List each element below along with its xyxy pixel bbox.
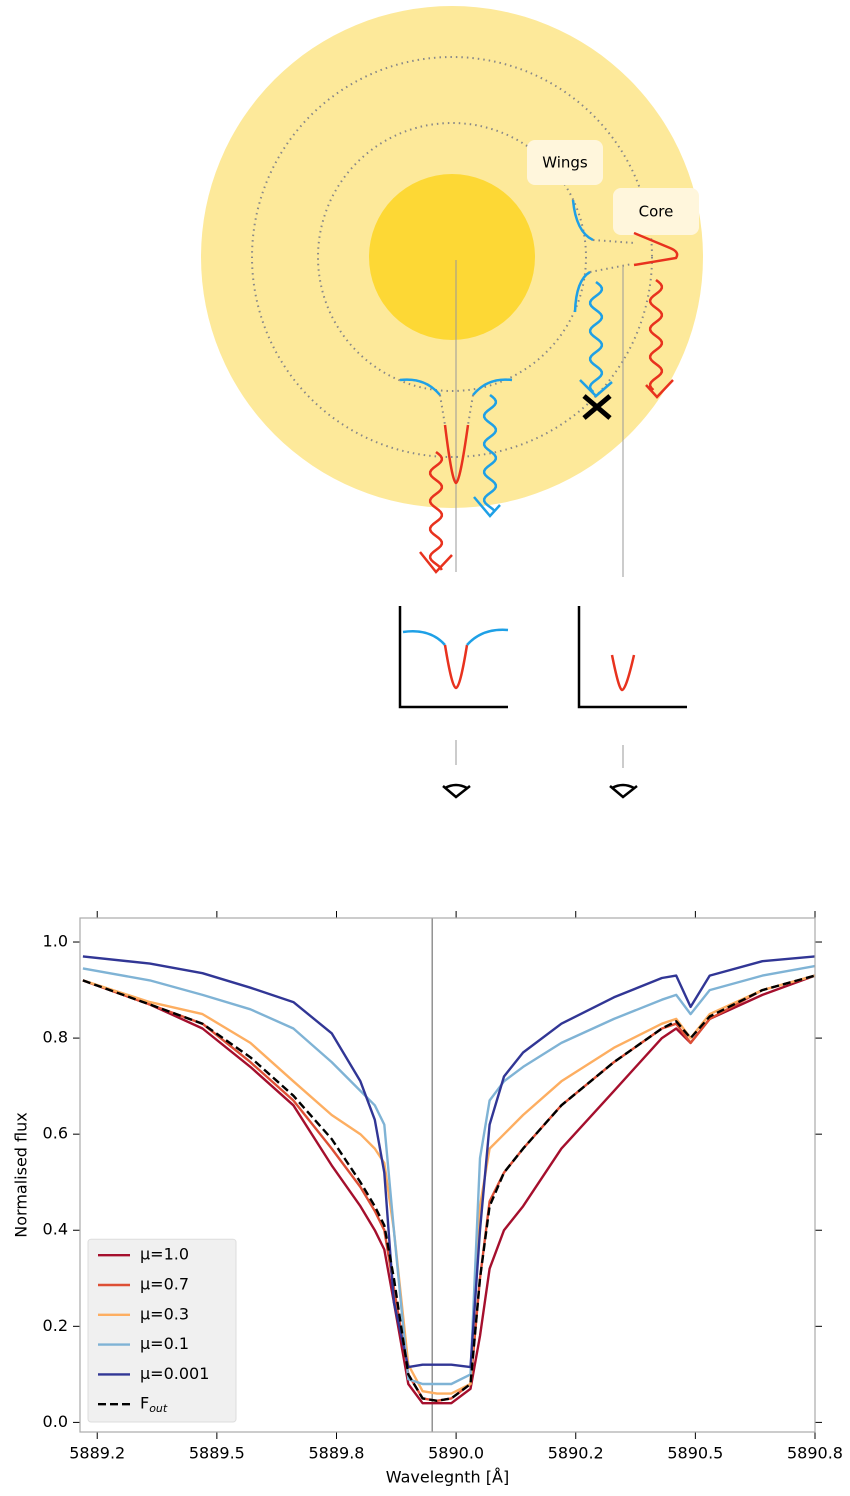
- core-profile: [610, 654, 636, 692]
- x-tick-label: 5889.8: [308, 1444, 364, 1463]
- legend-label: μ=1.0: [140, 1245, 189, 1264]
- wing-profile: [573, 270, 591, 313]
- plot-frame: [79, 917, 816, 1433]
- photon: [482, 394, 498, 512]
- photon: [648, 279, 664, 391]
- mini-axes: [398, 606, 508, 709]
- series-line: [82, 974, 815, 1402]
- wing-profile: [402, 630, 446, 646]
- x-tick-label: 5889.2: [69, 1444, 125, 1463]
- arrow-head: [419, 551, 453, 574]
- y-tick-label: 0.4: [43, 1220, 68, 1239]
- label: Core: [639, 203, 674, 221]
- legend-label: μ=0.3: [140, 1304, 189, 1323]
- core-profile: [633, 231, 679, 267]
- wing-profile: [472, 378, 513, 396]
- y-tick-label: 1.0: [43, 932, 68, 951]
- photon: [588, 281, 604, 393]
- y-tick-label: 0.8: [43, 1028, 68, 1047]
- label-box: [527, 140, 603, 185]
- y-tick-label: 0.6: [43, 1124, 68, 1143]
- core-profile: [443, 644, 469, 690]
- core-profile: [443, 424, 470, 485]
- x-tick-label: 5890.8: [787, 1444, 843, 1463]
- arrow-head: [579, 379, 613, 398]
- wing-profile: [466, 628, 509, 646]
- x-tick-label: 5890.5: [667, 1444, 723, 1463]
- eye: [609, 783, 638, 799]
- x-tick-label: 5890.0: [428, 1444, 484, 1463]
- series-line: [82, 974, 815, 1402]
- arrow-head: [473, 496, 501, 518]
- diagram: Wings Core: [201, 6, 703, 799]
- legend-subscript: out: [149, 1402, 168, 1415]
- blocked: [582, 394, 612, 420]
- y-tick-label: 0.0: [43, 1412, 68, 1431]
- series-line: [82, 964, 815, 1386]
- outer-shell: [251, 56, 653, 458]
- label: Wings: [542, 154, 588, 172]
- x-tick-label: 5889.5: [189, 1444, 245, 1463]
- photon: [428, 451, 444, 571]
- legend-label: μ=0.1: [140, 1334, 189, 1353]
- y-tick-label: 0.2: [43, 1316, 68, 1335]
- series-line: [82, 974, 815, 1405]
- series-line: [82, 974, 815, 1395]
- eye: [442, 783, 471, 799]
- y-axis-label: Normalised flux: [12, 1112, 31, 1237]
- arrow-head: [645, 379, 674, 399]
- wing-profile: [571, 199, 594, 242]
- legend-label: μ=0.7: [140, 1275, 189, 1294]
- x-axis-label: Wavelegnth [Å]: [386, 1468, 509, 1487]
- wing-profile: [399, 378, 441, 396]
- label-box: [613, 188, 699, 235]
- inner-shell: [317, 122, 587, 392]
- legend-label: μ=0.001: [140, 1364, 209, 1383]
- legend-box: [87, 1238, 237, 1423]
- mini-axes: [577, 606, 687, 709]
- x-tick-label: 5890.2: [548, 1444, 604, 1463]
- star-core: [369, 174, 535, 340]
- series-line: [82, 955, 815, 1369]
